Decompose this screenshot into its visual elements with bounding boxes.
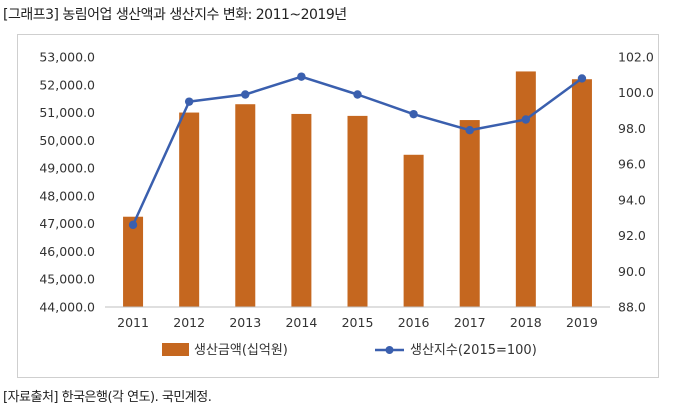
left-tick-label: 52,000.0: [39, 77, 95, 92]
x-tick-label: 2016: [398, 315, 430, 330]
bar-2016: [403, 154, 424, 307]
bar-2019: [571, 79, 592, 307]
bar-2015: [347, 115, 368, 307]
point-2016: [409, 109, 418, 119]
x-tick-label: 2014: [285, 315, 317, 330]
point-2014: [297, 72, 306, 81]
legend: 생산금액(십억원) 생산지수(2015=100): [162, 343, 537, 358]
left-tick-label: 50,000.0: [39, 133, 95, 148]
chart-title: [그래프3] 농림어업 생산액과 생산지수 변화: 2011~2019년: [3, 7, 347, 23]
point-2013: [241, 90, 250, 99]
left-tick-label: 53,000.0: [39, 50, 95, 65]
bar-series: [105, 71, 610, 308]
x-tick-label: 2017: [454, 315, 486, 330]
x-tick-label: 2019: [566, 315, 598, 330]
point-2019: [577, 74, 587, 83]
legend-line-marker: [385, 346, 394, 354]
bar-2012: [179, 112, 200, 307]
point-2012: [184, 97, 194, 106]
x-tick-label: 2018: [510, 315, 542, 330]
point-2018: [521, 115, 531, 124]
bar-2017: [459, 120, 480, 307]
left-axis-ticks: 44,000.0 45,000.0 46,000.0 47,000.0 48,000.0…: [39, 50, 95, 315]
line-series: [128, 72, 587, 230]
x-tick-label: 2013: [229, 315, 261, 330]
x-tick-label: 2012: [173, 315, 205, 330]
bar-2014: [291, 113, 312, 307]
bar-2013: [235, 104, 256, 307]
point-2017: [465, 126, 474, 135]
left-tick-label: 44,000.0: [39, 300, 95, 315]
legend-line-label: 생산지수(2015=100): [410, 343, 537, 358]
left-tick-label: 45,000.0: [39, 272, 95, 287]
left-tick-label: 51,000.0: [39, 105, 95, 120]
x-tick-label: 2011: [117, 315, 149, 330]
legend-bar-label: 생산금액(십억원): [194, 343, 288, 358]
chart-frame: [17, 34, 659, 378]
point-2015: [353, 90, 362, 99]
right-tick-label: 96.0: [618, 157, 646, 172]
right-axis-ticks: 88.0 90.0 92.0 94.0 96.0 98.0 100.0 102.0: [618, 50, 654, 315]
right-tick-label: 94.0: [618, 192, 646, 207]
right-tick-label: 90.0: [618, 264, 646, 279]
left-tick-label: 49,000.0: [39, 161, 95, 176]
bar-2011: [123, 216, 144, 307]
legend-bar-swatch: [162, 343, 189, 356]
left-tick-label: 47,000.0: [39, 216, 95, 231]
source-note: [자료출처] 한국은행(각 연도). 국민계정.: [3, 390, 212, 405]
right-tick-label: 88.0: [618, 300, 646, 315]
point-2011: [128, 220, 138, 230]
right-tick-label: 100.0: [618, 85, 654, 100]
left-tick-label: 46,000.0: [39, 244, 95, 259]
x-tick-label: 2015: [342, 315, 374, 330]
bar-2018: [515, 71, 536, 307]
right-tick-label: 98.0: [618, 121, 646, 136]
right-tick-label: 92.0: [618, 228, 646, 243]
right-tick-label: 102.0: [618, 50, 654, 65]
left-tick-label: 48,000.0: [39, 188, 95, 203]
x-axis-ticks: 2011 2012 2013 2014 2015 2016 2017 2018 2019: [117, 315, 598, 330]
